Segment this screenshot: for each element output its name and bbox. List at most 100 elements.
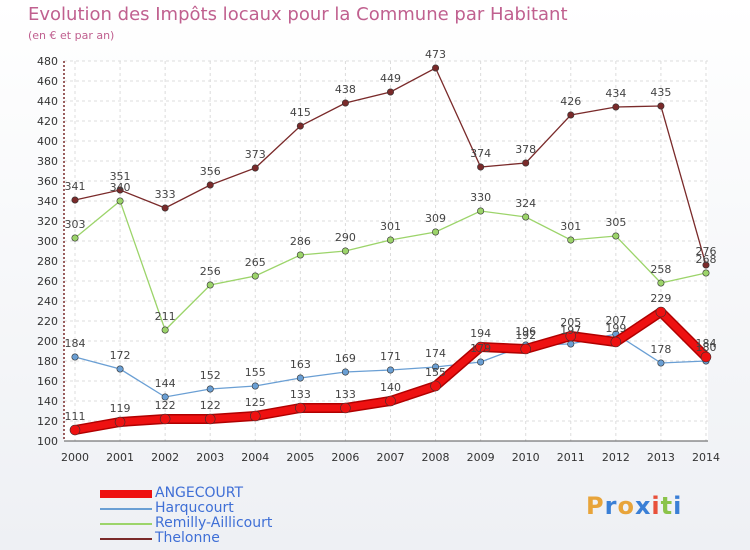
data-label: 373 bbox=[245, 148, 266, 161]
data-label: 179 bbox=[470, 342, 491, 355]
data-point bbox=[655, 306, 667, 318]
x-tick-label: 2007 bbox=[376, 451, 404, 464]
data-point bbox=[700, 351, 712, 363]
data-label: 268 bbox=[695, 253, 716, 266]
data-label: 426 bbox=[560, 95, 581, 108]
data-point bbox=[161, 326, 169, 334]
data-point bbox=[475, 341, 486, 353]
data-point bbox=[341, 247, 349, 255]
chart-subtitle: (en € et par an) bbox=[28, 29, 115, 42]
y-tick-label: 440 bbox=[37, 95, 58, 108]
data-point bbox=[477, 163, 485, 171]
logo-letter: t bbox=[660, 492, 674, 520]
data-label: 184 bbox=[695, 337, 716, 350]
data-point bbox=[432, 64, 440, 72]
data-point bbox=[341, 368, 349, 376]
data-point bbox=[522, 159, 530, 167]
x-tick-label: 2009 bbox=[467, 451, 495, 464]
y-tick-label: 260 bbox=[37, 275, 58, 288]
data-label: 341 bbox=[65, 180, 86, 193]
x-tick-label: 2000 bbox=[61, 451, 89, 464]
data-point bbox=[71, 196, 79, 204]
data-point bbox=[71, 234, 79, 242]
data-label: 155 bbox=[425, 366, 446, 379]
data-label: 152 bbox=[200, 369, 221, 382]
legend-swatch bbox=[100, 523, 152, 525]
legend-swatch bbox=[100, 490, 152, 498]
data-label: 290 bbox=[335, 231, 356, 244]
data-point bbox=[565, 330, 577, 342]
y-tick-label: 280 bbox=[37, 255, 58, 268]
y-tick-label: 420 bbox=[37, 115, 58, 128]
logo-letter: o bbox=[617, 492, 635, 520]
data-point bbox=[567, 236, 575, 244]
data-label: 111 bbox=[65, 410, 86, 423]
data-point bbox=[251, 382, 259, 390]
x-tick-label: 2010 bbox=[512, 451, 540, 464]
y-tick-label: 140 bbox=[37, 395, 58, 408]
data-point bbox=[477, 358, 485, 366]
data-label: 374 bbox=[470, 147, 491, 160]
data-label: 301 bbox=[560, 220, 581, 233]
y-tick-label: 480 bbox=[37, 55, 58, 68]
proxiti-logo: Proxiti bbox=[586, 492, 682, 520]
data-label: 449 bbox=[380, 72, 401, 85]
data-point bbox=[386, 366, 394, 374]
data-point bbox=[702, 269, 710, 277]
data-label: 133 bbox=[290, 388, 311, 401]
x-tick-label: 2002 bbox=[151, 451, 179, 464]
data-point bbox=[657, 102, 665, 110]
data-label: 125 bbox=[245, 396, 266, 409]
data-label: 163 bbox=[290, 358, 311, 371]
legend-label: Harqucourt bbox=[155, 500, 234, 516]
data-point bbox=[296, 122, 304, 130]
y-tick-label: 400 bbox=[37, 135, 58, 148]
data-label: 276 bbox=[695, 245, 716, 258]
x-tick-label: 2006 bbox=[331, 451, 359, 464]
y-tick-label: 100 bbox=[37, 435, 58, 448]
y-tick-label: 460 bbox=[37, 75, 58, 88]
data-label: 178 bbox=[650, 343, 671, 356]
data-label: 205 bbox=[560, 316, 581, 329]
logo-letter: r bbox=[604, 492, 618, 520]
data-point bbox=[612, 232, 620, 240]
x-tick-label: 2012 bbox=[602, 451, 630, 464]
data-point bbox=[251, 272, 259, 280]
y-tick-label: 320 bbox=[37, 215, 58, 228]
data-point bbox=[657, 279, 665, 287]
legend-swatch bbox=[100, 508, 152, 510]
data-label: 172 bbox=[110, 349, 131, 362]
data-point bbox=[567, 111, 575, 119]
legend-label: Remilly-Aillicourt bbox=[155, 515, 273, 531]
legend-label: ANGECOURT bbox=[155, 485, 244, 501]
data-point bbox=[116, 197, 124, 205]
data-label: 119 bbox=[110, 402, 131, 415]
x-tick-label: 2005 bbox=[286, 451, 314, 464]
legend-label: Thelonne bbox=[155, 530, 220, 546]
y-tick-label: 180 bbox=[37, 355, 58, 368]
data-point bbox=[432, 363, 440, 371]
data-point bbox=[116, 186, 124, 194]
data-label: 333 bbox=[155, 188, 176, 201]
chart-title: Evolution des Impôts locaux pour la Comm… bbox=[28, 4, 568, 25]
logo-letter: x bbox=[634, 492, 652, 520]
data-label: 174 bbox=[425, 347, 446, 360]
data-label: 303 bbox=[65, 218, 86, 231]
data-label: 144 bbox=[155, 377, 176, 390]
data-point bbox=[386, 236, 394, 244]
data-label: 305 bbox=[605, 216, 626, 229]
data-label: 434 bbox=[605, 87, 626, 100]
data-label: 301 bbox=[380, 220, 401, 233]
data-point bbox=[612, 103, 620, 111]
data-label: 207 bbox=[605, 314, 626, 327]
data-label: 256 bbox=[200, 265, 221, 278]
data-point bbox=[386, 88, 394, 96]
x-tick-label: 2013 bbox=[647, 451, 675, 464]
data-point bbox=[204, 413, 216, 425]
data-point bbox=[116, 365, 124, 373]
data-point bbox=[385, 395, 396, 407]
data-label: 415 bbox=[290, 106, 311, 119]
data-point bbox=[295, 402, 306, 414]
